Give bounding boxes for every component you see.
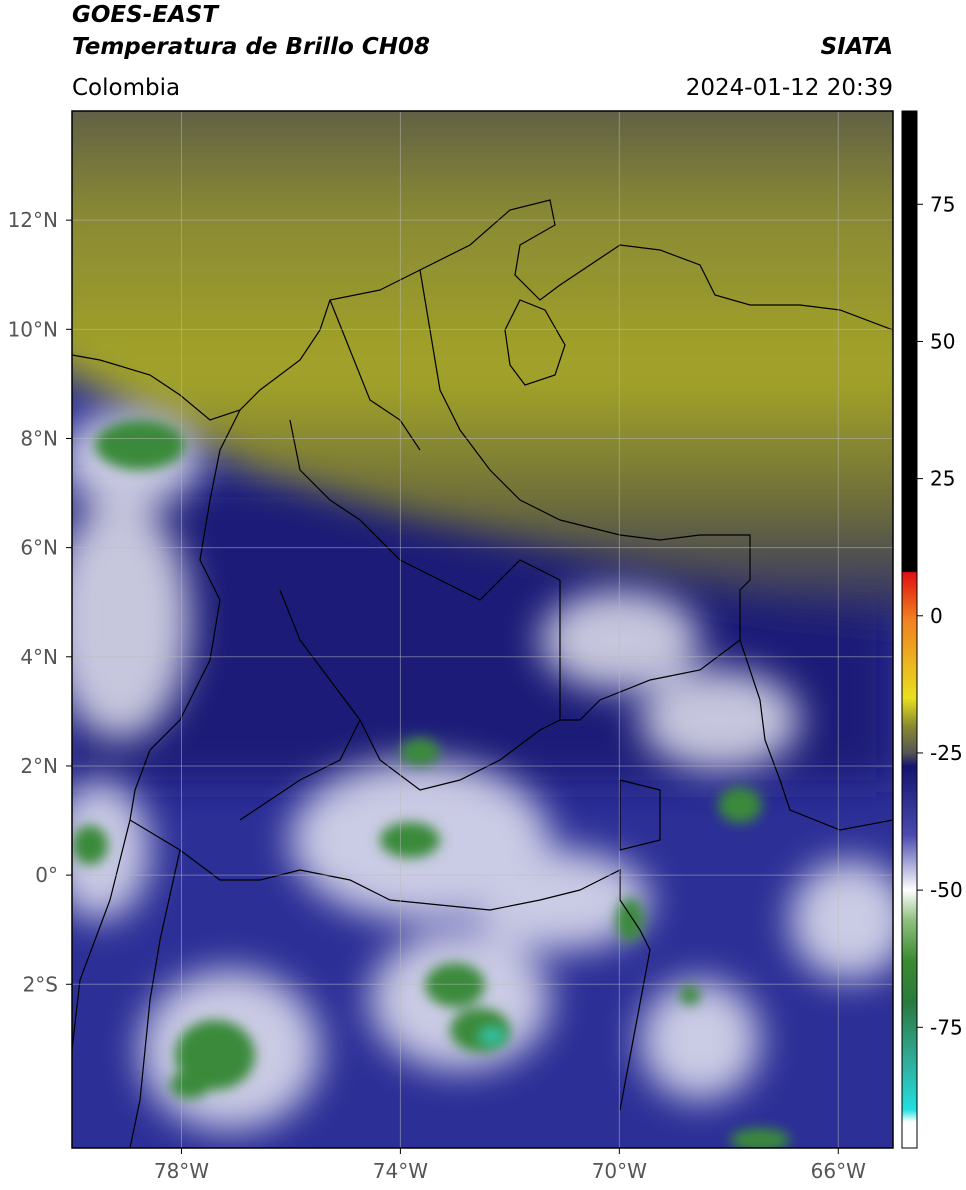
colorbar-tick-label: 25 xyxy=(930,467,955,491)
satellite: GOES-EAST xyxy=(72,2,220,28)
colorbar-tick-label: -25 xyxy=(930,741,963,765)
satellite-image xyxy=(72,111,893,1148)
region: Colombia xyxy=(72,75,180,101)
map-frame xyxy=(71,110,894,1149)
y-tick-label: 2°S xyxy=(23,972,58,996)
y-tick-label: 4°N xyxy=(20,645,58,669)
y-tick-label: 10°N xyxy=(8,317,58,341)
colorbar-tick-label: 0 xyxy=(930,604,943,628)
colorbar-tick-label: -75 xyxy=(930,1015,963,1039)
colorbar-tick-label: -50 xyxy=(930,878,963,902)
y-tick-label: 6°N xyxy=(20,536,58,560)
x-tick-label: 74°W xyxy=(373,1159,428,1183)
x-tick-label: 66°W xyxy=(811,1159,866,1183)
y-tick-label: 8°N xyxy=(20,426,58,450)
y-tick-label: 0° xyxy=(35,863,58,887)
source: SIATA xyxy=(821,34,893,60)
colorbar-tick-label: 50 xyxy=(930,329,955,353)
y-tick-label: 12°N xyxy=(8,208,58,232)
colorbar xyxy=(901,110,918,1149)
datetime: 2024-01-12 20:39 xyxy=(686,75,893,101)
colorbar-tick-label: 75 xyxy=(930,192,955,216)
x-tick-label: 70°W xyxy=(592,1159,647,1183)
y-tick-label: 2°N xyxy=(20,754,58,778)
grid xyxy=(72,111,893,1148)
product: Temperatura de Brillo CH08 xyxy=(72,34,430,60)
x-tick-label: 78°W xyxy=(154,1159,209,1183)
